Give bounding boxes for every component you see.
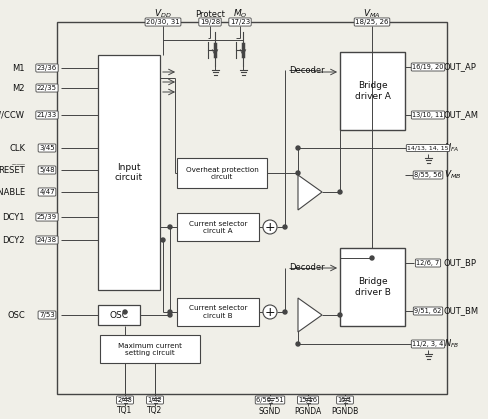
Text: 8/55, 56: 8/55, 56 xyxy=(413,172,441,178)
Text: Overheat protection
circuit: Overheat protection circuit xyxy=(185,166,258,179)
Bar xyxy=(98,305,140,325)
Text: 10/1: 10/1 xyxy=(337,397,352,403)
Text: Current selector
circuit B: Current selector circuit B xyxy=(188,305,247,318)
Circle shape xyxy=(295,171,299,175)
Text: CLK: CLK xyxy=(9,143,25,153)
Text: 9/51, 62: 9/51, 62 xyxy=(413,308,441,314)
Circle shape xyxy=(263,305,276,319)
Circle shape xyxy=(123,310,127,314)
Bar xyxy=(177,158,266,188)
Bar xyxy=(177,298,259,326)
Text: Decoder: Decoder xyxy=(288,65,324,75)
Text: 5/48: 5/48 xyxy=(39,167,55,173)
Circle shape xyxy=(283,225,286,229)
Text: TQ2: TQ2 xyxy=(147,406,163,416)
Text: OSC: OSC xyxy=(7,310,25,320)
Text: ENABLE: ENABLE xyxy=(0,187,25,197)
Circle shape xyxy=(168,225,172,229)
Bar xyxy=(177,213,259,241)
Text: DCY1: DCY1 xyxy=(2,212,25,222)
Text: 11/2, 3, 4: 11/2, 3, 4 xyxy=(411,341,443,347)
Polygon shape xyxy=(297,298,321,332)
Text: 4/47: 4/47 xyxy=(39,189,55,195)
Circle shape xyxy=(295,342,299,346)
Text: Bridge
driver A: Bridge driver A xyxy=(354,81,389,101)
Text: SGND: SGND xyxy=(258,406,281,416)
Text: 18/25, 26: 18/25, 26 xyxy=(354,19,388,25)
Bar xyxy=(98,55,160,290)
Text: +: + xyxy=(264,305,275,318)
Text: M2: M2 xyxy=(13,83,25,93)
Text: 3/45: 3/45 xyxy=(39,145,55,151)
Text: Decoder: Decoder xyxy=(288,264,324,272)
Circle shape xyxy=(161,238,164,242)
Text: Input
circuit: Input circuit xyxy=(115,163,143,182)
Text: $V_{DD}$: $V_{DD}$ xyxy=(154,8,171,20)
Text: Current selector
circuit A: Current selector circuit A xyxy=(188,220,247,233)
Bar xyxy=(339,52,404,130)
Text: OUT_AM: OUT_AM xyxy=(443,111,478,119)
Text: 16/19, 20: 16/19, 20 xyxy=(411,64,443,70)
Text: PGNDA: PGNDA xyxy=(294,406,321,416)
Bar xyxy=(100,335,200,363)
Text: 12/6, 7: 12/6, 7 xyxy=(415,260,439,266)
Text: CW/CCW: CW/CCW xyxy=(0,111,25,119)
Text: PGNDB: PGNDB xyxy=(331,406,358,416)
Text: OUT_BM: OUT_BM xyxy=(443,307,478,316)
Circle shape xyxy=(168,310,172,314)
Text: OUT_BP: OUT_BP xyxy=(443,259,476,267)
Text: ‾‾‾‾‾: ‾‾‾‾‾ xyxy=(11,165,25,170)
Bar xyxy=(339,248,404,326)
Circle shape xyxy=(263,220,276,234)
Text: OSC: OSC xyxy=(109,310,128,320)
Text: 23/36: 23/36 xyxy=(37,65,57,71)
Text: Maximum current
setting circuit: Maximum current setting circuit xyxy=(118,342,182,355)
Polygon shape xyxy=(297,175,321,210)
Text: $V_{MA}$: $V_{MA}$ xyxy=(363,8,380,20)
Text: $N_{FB}$: $N_{FB}$ xyxy=(443,338,458,350)
Text: 14/13, 14, 15: 14/13, 14, 15 xyxy=(407,145,448,150)
Text: 17/23: 17/23 xyxy=(229,19,250,25)
Text: 6/50, 51: 6/50, 51 xyxy=(256,397,283,403)
Text: Bridge
driver B: Bridge driver B xyxy=(354,277,389,297)
Text: +: + xyxy=(264,220,275,233)
Circle shape xyxy=(283,310,286,314)
Text: 20/30, 31: 20/30, 31 xyxy=(146,19,180,25)
Text: 7/53: 7/53 xyxy=(39,312,55,318)
Text: 21/33: 21/33 xyxy=(37,112,57,118)
Text: DCY2: DCY2 xyxy=(2,235,25,245)
Text: $M_O$: $M_O$ xyxy=(232,8,247,20)
Text: Protect: Protect xyxy=(195,10,224,18)
Text: $V_{MB}$: $V_{MB}$ xyxy=(443,169,461,181)
Text: $N_{FA}$: $N_{FA}$ xyxy=(443,142,458,154)
Text: TQ1: TQ1 xyxy=(117,406,132,416)
Circle shape xyxy=(337,313,341,317)
Text: 13/10, 11: 13/10, 11 xyxy=(411,112,443,118)
Text: 15/16: 15/16 xyxy=(298,397,317,403)
Text: 2/43: 2/43 xyxy=(117,397,132,403)
Text: 24/38: 24/38 xyxy=(37,237,57,243)
Text: M1: M1 xyxy=(13,64,25,72)
Text: 22/35: 22/35 xyxy=(37,85,57,91)
Bar xyxy=(57,22,446,394)
Text: OUT_AP: OUT_AP xyxy=(443,62,476,72)
Text: 19/28: 19/28 xyxy=(200,19,220,25)
Circle shape xyxy=(337,190,341,194)
Text: 1/42: 1/42 xyxy=(147,397,162,403)
Circle shape xyxy=(369,256,373,260)
Circle shape xyxy=(295,146,299,150)
Circle shape xyxy=(168,313,172,317)
Text: 25/39: 25/39 xyxy=(37,214,57,220)
Text: RESET: RESET xyxy=(0,166,25,174)
